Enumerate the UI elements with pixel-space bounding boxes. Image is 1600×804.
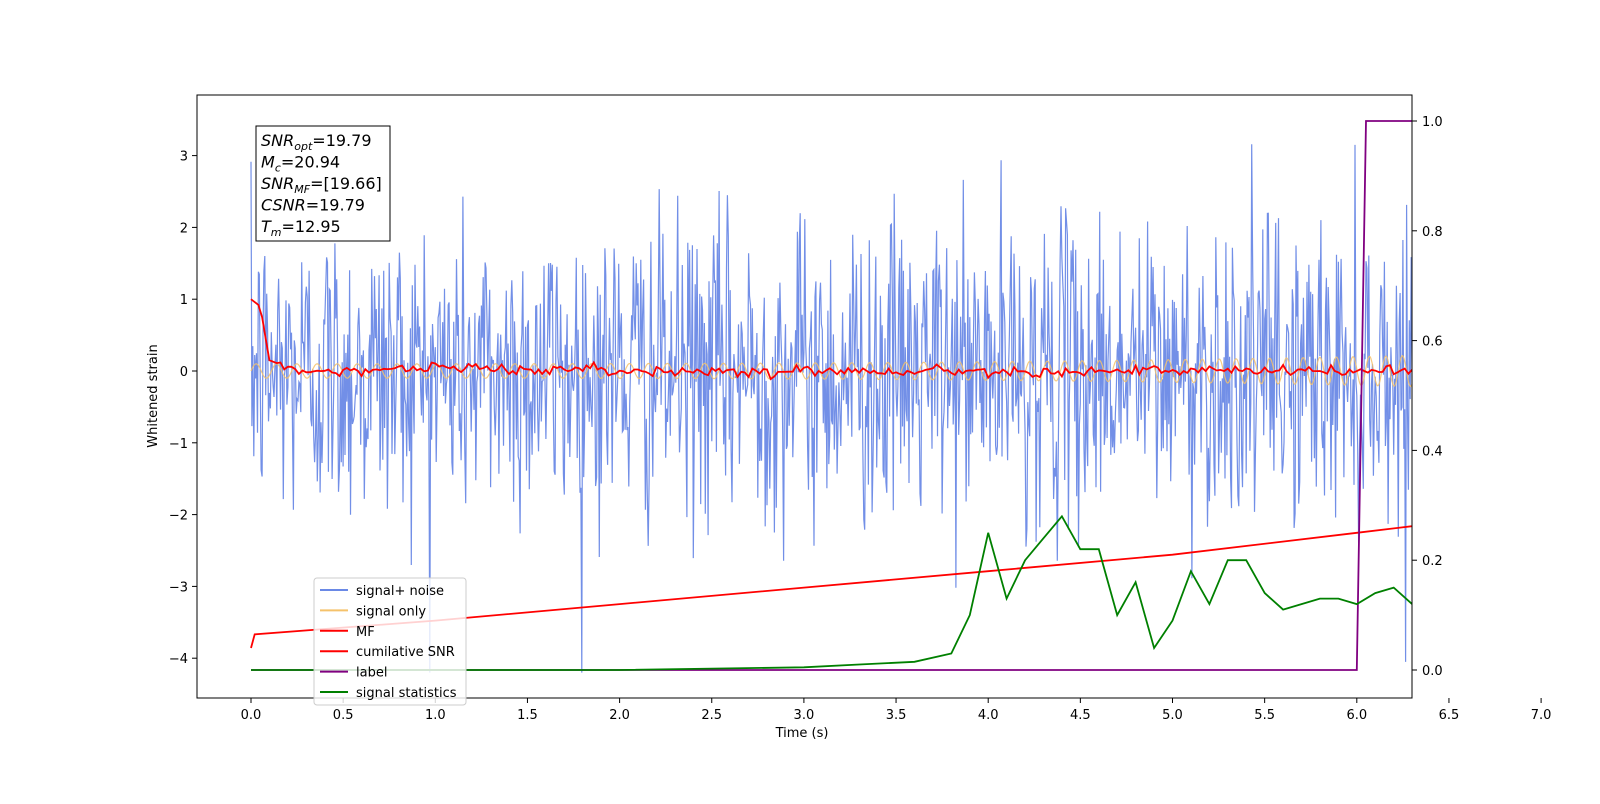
annotation-line: SNRopt=19.79: [261, 131, 372, 153]
x-tick-label: 5.0: [1162, 708, 1183, 723]
annotation-line: SNRMF=[19.66]: [261, 174, 382, 196]
annotation-frame: [255, 125, 391, 242]
legend-label: label: [356, 666, 387, 681]
legend: signal+ noise signal only MF cumilative SNR…: [313, 577, 467, 706]
y2-tick-label: 0.4: [1422, 444, 1443, 459]
legend-label: cumilative SNR: [356, 645, 455, 660]
y-tick-label: −4: [169, 652, 188, 667]
x-tick-label: 7.0: [1531, 708, 1552, 723]
series-mf: [250, 298, 1412, 381]
y2-tick-label: 0.8: [1422, 225, 1443, 240]
x-tick-label: 5.5: [1254, 708, 1275, 723]
y-axis-title: Whitened strain: [146, 344, 161, 447]
annotation-line: CSNR=19.79: [261, 196, 365, 215]
x-tick-label: 0.0: [241, 708, 262, 723]
y2-tick-label: 0.6: [1422, 335, 1443, 350]
y-tick-label: −1: [169, 437, 188, 452]
series-signal-statistics: [251, 514, 1412, 671]
x-tick-label: 1.5: [517, 708, 538, 723]
x-axis: 0.0 0.5 1.0 1.5 2.0 2.5 3.0 3.5 4.0 4.5 5.0 5.5 6.0 6…: [241, 698, 1552, 723]
series-label: [251, 120, 1412, 671]
x-tick-label: 3.0: [794, 708, 815, 723]
series-signal-noise: [250, 144, 1412, 673]
plot-lines: [250, 120, 1412, 673]
y-axis-left: −4 −3 −2 −1 0 1 2 3: [169, 150, 197, 667]
legend-label: MF: [356, 625, 375, 640]
stats-annotation-box: SNRopt=19.79Mc=20.94SNRMF=[19.66]CSNR=19…: [255, 125, 391, 242]
annotation-line: Mc=20.94: [261, 153, 340, 175]
x-tick-label: 4.0: [978, 708, 999, 723]
legend-frame: [313, 577, 467, 706]
x-tick-label: 2.5: [701, 708, 722, 723]
x-tick-label: 6.0: [1346, 708, 1367, 723]
y-tick-label: 0: [180, 365, 188, 380]
y2-tick-label: 0.0: [1422, 664, 1443, 679]
y2-tick-label: 1.0: [1422, 115, 1443, 130]
x-tick-label: 1.0: [425, 708, 446, 723]
plot-frame: [196, 94, 1413, 699]
series-signal-only: [250, 354, 1412, 388]
y-tick-label: 3: [180, 150, 188, 165]
y-tick-label: 1: [180, 293, 188, 308]
y-tick-label: 2: [180, 221, 188, 236]
y-tick-label: −2: [169, 509, 188, 524]
x-tick-label: 6.5: [1439, 708, 1460, 723]
y-axis-right: 0.0 0.2 0.4 0.6 0.8 1.0: [1412, 115, 1443, 679]
y-tick-label: −3: [169, 580, 188, 595]
legend-label: signal only: [356, 604, 426, 619]
legend-label: signal statistics: [356, 686, 457, 701]
series-cumulative-snr: [250, 525, 1412, 649]
x-axis-title: Time (s): [775, 726, 829, 741]
annotation-line: Tm=12.95: [261, 217, 341, 239]
y2-tick-label: 0.2: [1422, 554, 1443, 569]
x-tick-label: 4.5: [1070, 708, 1091, 723]
x-tick-label: 0.5: [333, 708, 354, 723]
x-tick-label: 3.5: [886, 708, 907, 723]
x-tick-label: 2.0: [609, 708, 630, 723]
legend-label: signal+ noise: [356, 584, 444, 599]
